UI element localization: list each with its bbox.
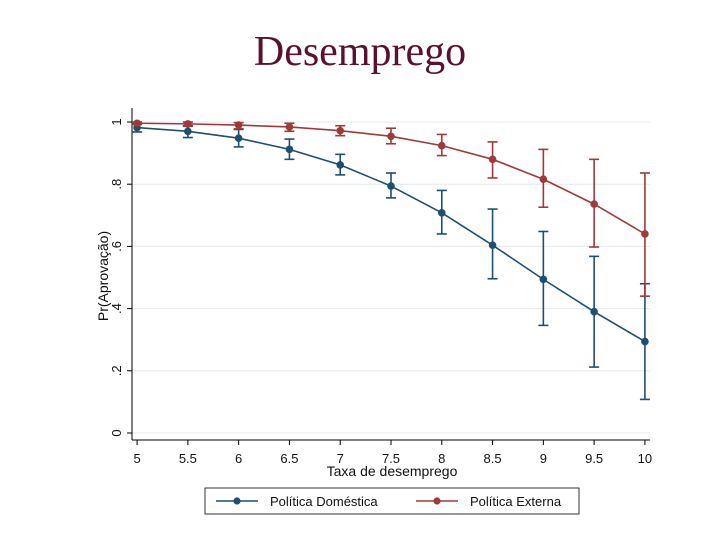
data-point — [539, 175, 548, 184]
data-point — [387, 132, 395, 141]
x-tick-label: 5.5 — [179, 451, 197, 466]
series-layer — [132, 119, 650, 401]
plot-frame — [131, 107, 651, 441]
data-point — [641, 337, 649, 346]
data-point — [590, 200, 598, 208]
legend-marker-domestica — [233, 497, 241, 505]
data-point — [133, 119, 141, 128]
ticks: 0 .2 .4 .6 .8 1 5 5.5 6 6.5 7 7.5 8 8.5 9 9.5 10 — [109, 118, 652, 466]
y-tick-label: .4 — [109, 303, 124, 314]
x-tick-label: 7 — [337, 451, 344, 466]
data-point — [234, 134, 243, 142]
data-point — [437, 141, 446, 150]
y-axis-title: Pr(Aprovação) — [95, 231, 111, 321]
x-tick-label: 9.5 — [585, 451, 603, 466]
data-point — [285, 123, 294, 131]
series-1 — [132, 119, 650, 297]
x-tick-label: 9 — [540, 451, 547, 466]
data-point — [184, 120, 192, 128]
data-point — [285, 145, 294, 154]
data-point — [234, 121, 243, 129]
data-point — [488, 155, 497, 164]
data-point — [184, 127, 192, 136]
x-tick-label: 6 — [235, 451, 242, 466]
x-tick-label: 10 — [638, 451, 652, 466]
x-tick-label: 6.5 — [280, 451, 298, 466]
data-point — [539, 275, 548, 284]
data-point — [387, 182, 395, 190]
data-point — [437, 209, 446, 217]
y-tick-label: 1 — [109, 118, 124, 125]
y-tick-label: .8 — [109, 179, 124, 190]
x-tick-label: 8.5 — [484, 451, 502, 466]
x-axis-title: Taxa de desemprego — [327, 463, 458, 479]
y-tick-label: .2 — [109, 365, 124, 376]
y-tick-label: .6 — [109, 241, 124, 252]
legend-item-domestica: Política Doméstica — [216, 494, 378, 509]
data-point — [590, 307, 598, 316]
slide-title: Desemprego — [253, 29, 467, 75]
legend-box — [204, 487, 580, 515]
data-point — [336, 161, 345, 169]
data-point — [641, 230, 649, 238]
legend-marker-externa — [433, 497, 441, 505]
grid-lines — [132, 121, 650, 434]
data-point — [336, 126, 345, 135]
y-tick-label: 0 — [109, 429, 124, 436]
legend: Política Doméstica Política Externa — [204, 487, 580, 515]
x-tick-label: 8 — [438, 451, 445, 466]
x-tick-label: 5 — [133, 451, 140, 466]
x-tick-label: 7.5 — [382, 451, 400, 466]
legend-label-domestica: Política Doméstica — [270, 494, 378, 509]
data-point — [488, 241, 497, 249]
series-0 — [132, 123, 650, 401]
legend-item-externa: Política Externa — [416, 494, 562, 509]
legend-label-externa: Política Externa — [470, 494, 562, 509]
